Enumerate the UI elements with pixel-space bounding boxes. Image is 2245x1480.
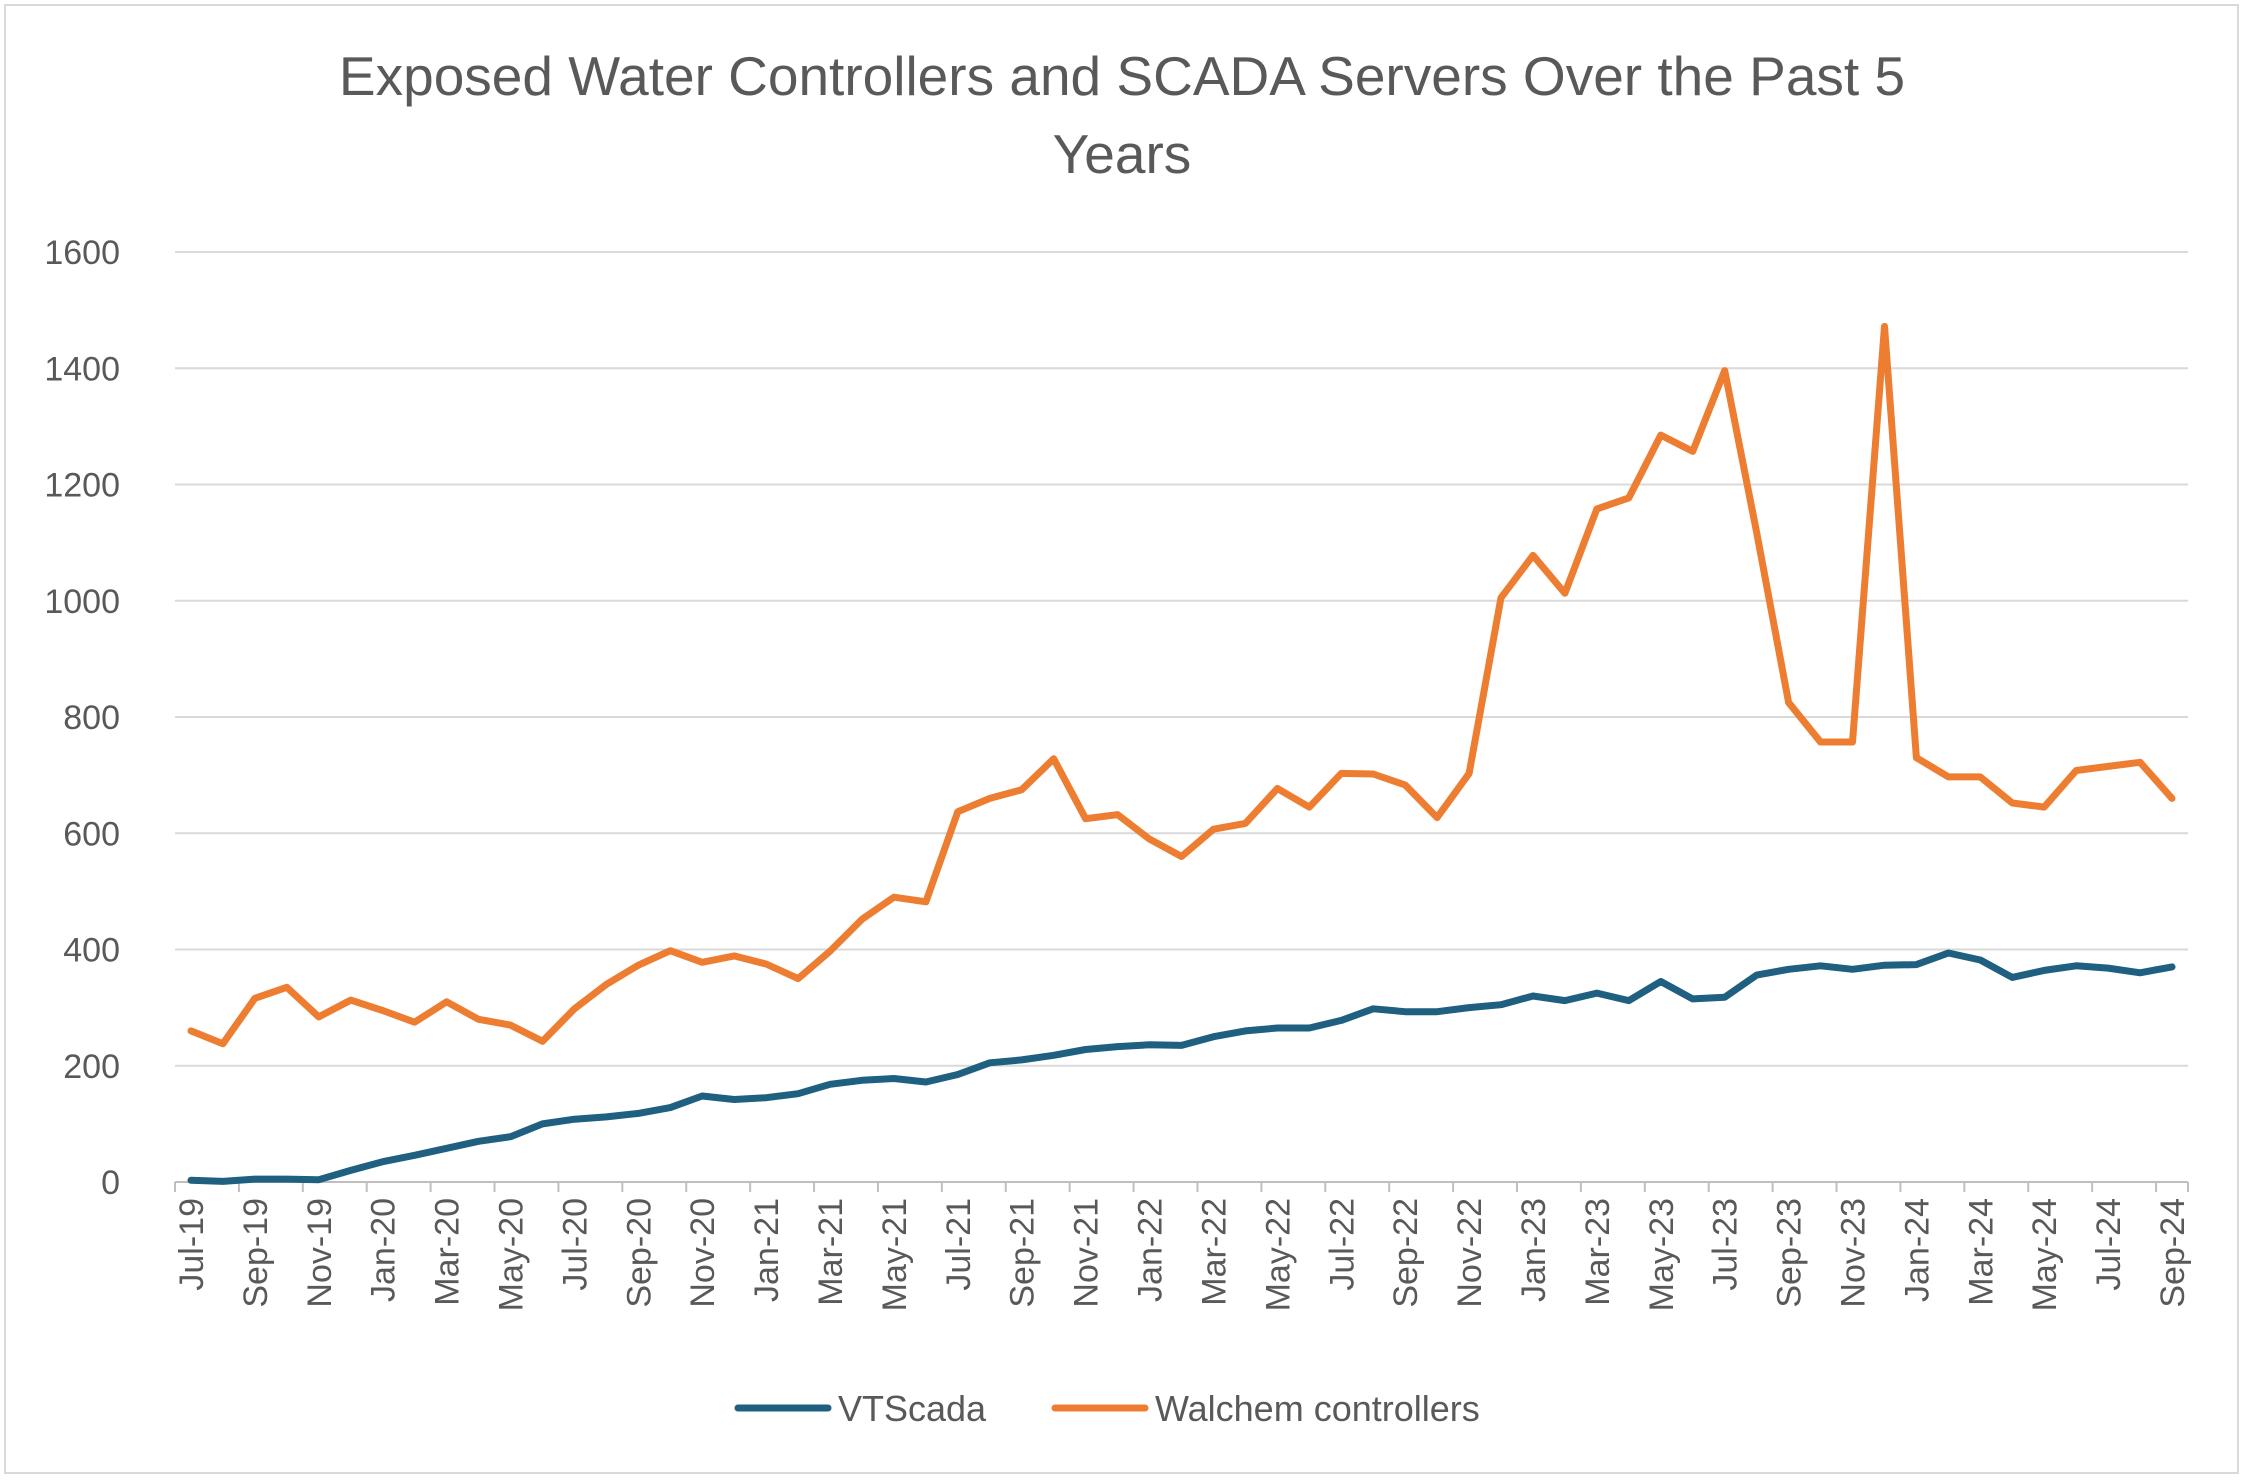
x-tick-label: Jul-21 bbox=[940, 1198, 978, 1291]
x-tick-label: Jul-24 bbox=[2090, 1198, 2128, 1291]
y-tick-label: 400 bbox=[63, 932, 120, 970]
x-tick-label: Nov-20 bbox=[684, 1198, 722, 1308]
x-tick-label: Jul-20 bbox=[556, 1198, 594, 1291]
gridlines bbox=[175, 251, 2188, 1067]
x-tick-label: Nov-21 bbox=[1068, 1198, 1106, 1308]
y-tick-label: 1000 bbox=[44, 583, 120, 621]
x-tick-label: May-20 bbox=[493, 1198, 531, 1311]
y-tick-label: 600 bbox=[63, 815, 120, 853]
y-tick-label: 200 bbox=[63, 1048, 120, 1086]
y-tick-label: 1400 bbox=[44, 350, 120, 388]
y-tick-label: 1600 bbox=[44, 234, 120, 272]
legend-label: VTScada bbox=[838, 1388, 987, 1429]
x-tick-label: Jul-19 bbox=[173, 1198, 211, 1291]
y-tick-label: 1200 bbox=[44, 467, 120, 505]
x-tick-label: Sep-24 bbox=[2154, 1198, 2192, 1308]
x-tick-label: Sep-22 bbox=[1387, 1198, 1425, 1308]
x-tick-label: Sep-20 bbox=[620, 1198, 658, 1308]
x-tick-label: May-24 bbox=[2026, 1198, 2064, 1311]
x-tick-label: Jul-23 bbox=[1707, 1198, 1745, 1291]
series-line-vtscada bbox=[187, 949, 2176, 1185]
y-tick-label: 800 bbox=[63, 699, 120, 737]
x-tick-label: Nov-19 bbox=[301, 1198, 339, 1308]
x-tick-label: Sep-21 bbox=[1004, 1198, 1042, 1308]
x-tick-label: Jan-20 bbox=[365, 1198, 403, 1302]
legend-label: Walchem controllers bbox=[1155, 1388, 1480, 1429]
x-axis bbox=[174, 1181, 2189, 1192]
y-axis-ticks: 0 200 400 600 800 1000 1200 1400 1600 bbox=[44, 234, 120, 1202]
legend: VTScada Walchem controllers bbox=[734, 1388, 1480, 1429]
x-tick-label: Nov-23 bbox=[1835, 1198, 1873, 1308]
x-tick-label: Sep-23 bbox=[1771, 1198, 1809, 1308]
x-tick-label: Jan-23 bbox=[1515, 1198, 1553, 1302]
x-tick-label: Jan-22 bbox=[1132, 1198, 1170, 1302]
chart-title-line-1: Exposed Water Controllers and SCADA Serv… bbox=[339, 45, 1905, 107]
x-axis-ticks: Jul-19 Sep-19 Nov-19 Jan-20 Mar-20 May-20 Jul-… bbox=[173, 1198, 2192, 1311]
x-tick-label: Mar-23 bbox=[1579, 1198, 1617, 1306]
x-tick-label: Mar-20 bbox=[429, 1198, 467, 1306]
x-tick-label: May-21 bbox=[876, 1198, 914, 1311]
y-tick-label: 0 bbox=[101, 1164, 120, 1202]
x-tick-label: Nov-22 bbox=[1451, 1198, 1489, 1308]
chart-title-line-2: Years bbox=[1053, 123, 1192, 185]
series-lines bbox=[187, 322, 2176, 1185]
x-tick-label: Mar-21 bbox=[812, 1198, 850, 1306]
chart-frame bbox=[4, 4, 2239, 1474]
x-tick-label: May-23 bbox=[1643, 1198, 1681, 1311]
series-line-walchem bbox=[187, 322, 2176, 1048]
x-tick-label: Sep-19 bbox=[237, 1198, 275, 1308]
x-tick-label: Jul-22 bbox=[1323, 1198, 1361, 1291]
x-tick-label: Jan-24 bbox=[1898, 1198, 1936, 1302]
x-tick-label: Mar-24 bbox=[1962, 1198, 2000, 1306]
x-tick-label: Jan-21 bbox=[748, 1198, 786, 1302]
x-tick-label: Mar-22 bbox=[1195, 1198, 1233, 1306]
x-tick-label: May-22 bbox=[1259, 1198, 1297, 1311]
